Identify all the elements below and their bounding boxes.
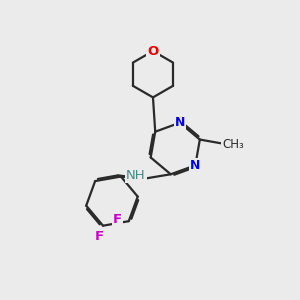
Text: O: O [147, 44, 159, 58]
Text: N: N [175, 116, 185, 129]
Text: F: F [95, 230, 104, 243]
Text: NH: NH [126, 169, 146, 182]
Text: N: N [190, 159, 200, 172]
Text: CH₃: CH₃ [222, 138, 244, 152]
Text: F: F [113, 213, 122, 226]
